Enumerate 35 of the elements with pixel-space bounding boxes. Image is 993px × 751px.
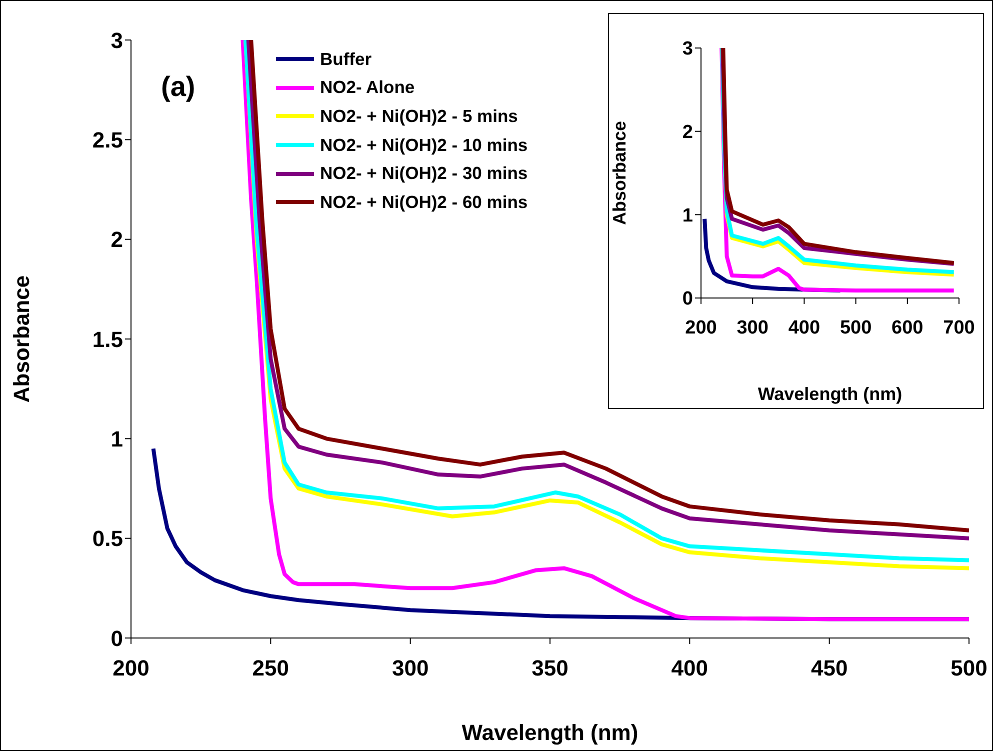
x-tick-label: 450: [810, 656, 848, 681]
x-tick-label: 200: [112, 656, 150, 681]
x-tick-label: 500: [950, 656, 988, 681]
x-tick-label: 300: [392, 656, 429, 681]
y-tick-label: 2.5: [92, 127, 123, 152]
x-tick-label: 200: [685, 317, 717, 338]
x-tick-label: 500: [840, 317, 872, 338]
y-axis-title: Absorbance: [609, 120, 630, 226]
y-tick-label: 1.5: [92, 326, 123, 352]
legend-label: NO2- Alone: [320, 77, 415, 98]
x-tick-label: 600: [892, 317, 924, 338]
y-tick-label: 1: [682, 205, 694, 226]
legend-label: NO2- + Ni(OH)2 - 10 mins: [320, 134, 528, 156]
x-tick-label: 400: [788, 317, 820, 338]
y-tick-label: 3: [682, 38, 693, 60]
x-tick-label: 350: [532, 656, 568, 681]
x-tick-label: 700: [943, 317, 975, 338]
x-axis-title: Wavelength (nm): [758, 384, 902, 404]
x-tick-label: 250: [252, 656, 290, 681]
y-tick-label: 0: [682, 288, 693, 310]
x-axis-title: Wavelength (nm): [462, 720, 638, 745]
y-tick-label: 0: [110, 626, 123, 651]
y-tick-label: 3: [110, 28, 123, 53]
x-tick-label: 300: [736, 317, 768, 338]
y-tick-label: 2: [682, 122, 693, 144]
y-axis-title: Absorbance: [8, 275, 34, 403]
x-tick-label: 400: [671, 656, 708, 681]
y-tick-label: 0.5: [92, 526, 123, 552]
legend-label: NO2- + Ni(OH)2 - 30 mins: [320, 163, 528, 184]
y-tick-label: 1: [110, 426, 123, 452]
legend-label: NO2- + Ni(OH)2 - 60 mins: [320, 192, 528, 213]
annotation: (a): [161, 71, 196, 103]
y-tick-label: 2: [110, 227, 123, 252]
legend-label: NO2- + Ni(OH)2 - 5 mins: [320, 106, 518, 127]
legend-label: Buffer: [320, 48, 372, 70]
